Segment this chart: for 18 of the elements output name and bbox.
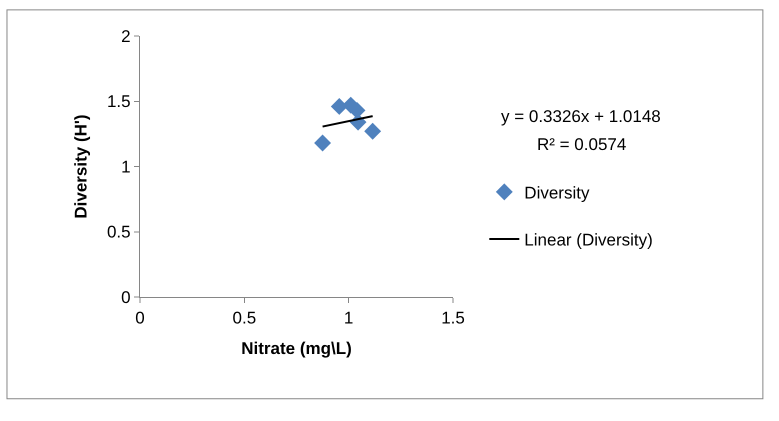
legend-label: Linear (Diversity): [524, 230, 653, 250]
y-tick-label: 2: [121, 26, 131, 46]
x-tick-label: 0.5: [232, 308, 256, 328]
point: [330, 98, 348, 115]
x-tick-label: 0: [135, 308, 145, 328]
point: [314, 134, 332, 152]
x-tick-label: 1.5: [441, 308, 465, 328]
y-tick-label: 1.5: [106, 92, 131, 112]
y-tick-label: 1: [121, 157, 131, 176]
y-axis-title: Diversity (H'): [72, 114, 91, 219]
x-axis-title: Nitrate (mg\L): [241, 338, 352, 358]
x-tick-label: 1: [344, 308, 354, 328]
legend-label: Diversity: [524, 184, 590, 203]
y-tick-label: 0: [121, 288, 131, 307]
text: R² = 0.0574: [537, 135, 626, 154]
text: y = 0.3326x + 1.0148: [501, 107, 661, 126]
y-tick-label: 0.5: [106, 222, 131, 242]
point: [364, 122, 382, 140]
